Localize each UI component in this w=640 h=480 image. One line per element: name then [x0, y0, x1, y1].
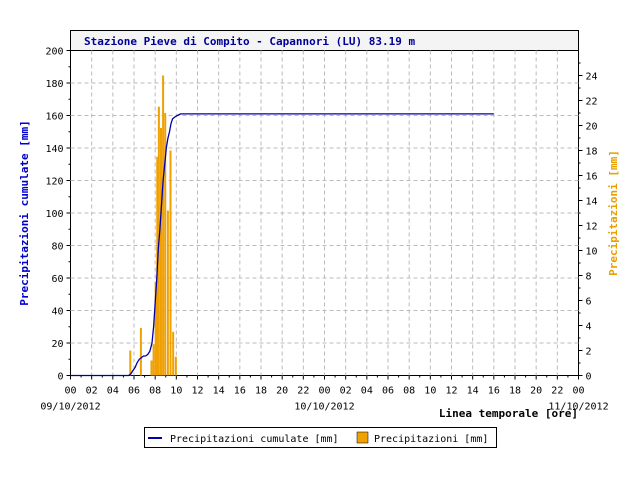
bar	[159, 128, 162, 376]
x-tick-label: 18	[255, 386, 267, 397]
grid	[70, 50, 579, 376]
bar	[162, 75, 165, 376]
x-tick-label: 02	[340, 386, 352, 397]
x-tick-label: 06	[128, 386, 140, 397]
y-tick-label-right: 24	[586, 72, 598, 83]
x-tick-label: 08	[149, 386, 161, 397]
legend: Precipitazioni cumulate [mm] Precipitazi…	[144, 427, 497, 448]
y-tick-label-right: 4	[586, 322, 592, 333]
y-tick-label-left: 20	[51, 339, 63, 350]
axes: 0204060801001201401601802000246810121416…	[40, 47, 608, 413]
y-tick-label-right: 22	[586, 97, 598, 108]
x-tick-label: 06	[382, 386, 394, 397]
y-tick-label-left: 100	[45, 209, 63, 220]
y-tick-label-left: 200	[45, 47, 63, 58]
x-date-label: 11/10/2012	[548, 402, 608, 413]
y-axis-label-left: Precipitazioni cumulate [mm]	[18, 120, 31, 305]
x-tick-label: 12	[191, 386, 203, 397]
y-tick-label-right: 2	[586, 347, 592, 358]
cumulative-line	[70, 113, 494, 377]
y-tick-label-right: 12	[586, 222, 598, 233]
bar	[174, 356, 177, 376]
bar	[169, 150, 172, 376]
bar	[139, 328, 142, 376]
y-tick-label-right: 8	[586, 272, 592, 283]
x-axis-label: Linea temporale [ore]	[439, 407, 578, 420]
y-tick-label-right: 20	[586, 122, 598, 133]
y-tick-label-left: 60	[51, 274, 63, 285]
y-tick-label-left: 180	[45, 79, 63, 90]
legend-bar-label: Precipitazioni [mm]	[374, 434, 488, 445]
bar	[154, 281, 157, 376]
y-tick-label-left: 140	[45, 144, 63, 155]
x-date-label: 09/10/2012	[40, 402, 100, 413]
x-tick-label: 00	[318, 386, 330, 397]
x-tick-label: 22	[297, 386, 309, 397]
bar	[172, 331, 175, 376]
y-tick-label-right: 16	[586, 172, 598, 183]
x-date-label: 10/10/2012	[294, 402, 354, 413]
x-tick-label: 00	[64, 386, 76, 397]
bar	[164, 113, 167, 376]
chart-title: Stazione Pieve di Compito - Capannori (L…	[84, 35, 416, 48]
y-tick-label-right: 14	[586, 197, 598, 208]
x-tick-label: 04	[361, 386, 373, 397]
x-tick-label: 14	[467, 386, 479, 397]
y-tick-label-left: 120	[45, 177, 63, 188]
legend-line-label: Precipitazioni cumulate [mm]	[170, 434, 339, 445]
x-tick-label: 00	[572, 386, 584, 397]
x-tick-label: 02	[86, 386, 98, 397]
x-tick-label: 14	[213, 386, 225, 397]
x-tick-label: 08	[403, 386, 415, 397]
y-tick-label-right: 18	[586, 147, 598, 158]
y-tick-label-right: 10	[586, 247, 598, 258]
x-tick-label: 12	[445, 386, 457, 397]
x-tick-label: 20	[530, 386, 542, 397]
y-axis-label-right: Precipitazioni [mm]	[607, 150, 620, 276]
bar	[166, 210, 169, 376]
y-tick-label-right: 6	[586, 297, 592, 308]
x-tick-label: 10	[424, 386, 436, 397]
x-tick-label: 16	[488, 386, 500, 397]
bar	[129, 350, 132, 376]
y-tick-label-left: 40	[51, 307, 63, 318]
y-tick-label-left: 160	[45, 112, 63, 123]
y-tick-label-left: 0	[57, 372, 63, 383]
x-tick-label: 16	[234, 386, 246, 397]
y-tick-label-right: 0	[586, 372, 592, 383]
bar	[150, 360, 153, 376]
x-tick-label: 18	[509, 386, 521, 397]
x-tick-label: 10	[170, 386, 182, 397]
bar	[152, 344, 155, 376]
x-tick-label: 04	[107, 386, 119, 397]
y-tick-label-left: 80	[51, 242, 63, 253]
line-series	[70, 113, 494, 377]
legend-bar-swatch	[356, 431, 369, 444]
x-tick-label: 20	[276, 386, 288, 397]
x-tick-label: 22	[551, 386, 563, 397]
